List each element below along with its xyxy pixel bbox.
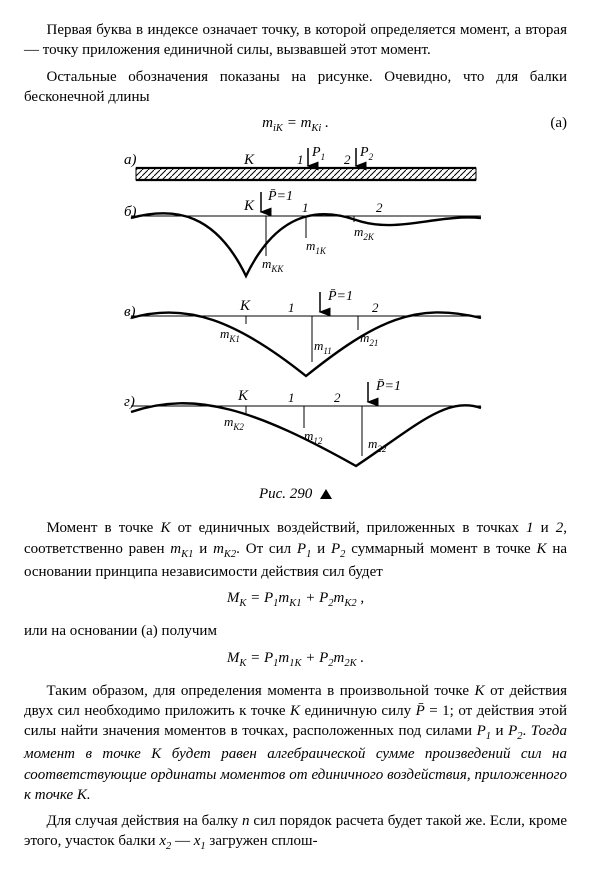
figure-290: a) K 1 2 P1 P2 б) K P̄=1 1 2 mKK m1K m2K…: [24, 146, 567, 476]
fig-v-Pbar: P̄=1: [327, 289, 353, 304]
fig-a-beam: [136, 168, 476, 180]
eq-a-sub2: Ki: [311, 123, 321, 134]
paragraph-6: Для случая действия на балку n сил поряд…: [24, 811, 567, 854]
paragraph-3: Момент в точке K от единичных воздействи…: [24, 518, 567, 582]
fig-v-curve: [131, 313, 481, 377]
equation-3: MK = P1m1K + P2m2K .: [24, 648, 567, 671]
figure-caption: Рис. 290: [24, 484, 567, 504]
fig-v-m11: m11: [314, 338, 332, 356]
fig-v-mk1: mK1: [220, 326, 240, 344]
fig-g-1: 1: [288, 390, 295, 405]
fig-g-2: 2: [334, 390, 341, 405]
fig-b-K: K: [243, 198, 255, 214]
fig-a-1: 1: [297, 152, 304, 167]
figure-caption-text: Рис. 290: [259, 486, 312, 502]
fig-a-P1: P1: [311, 146, 325, 162]
fig-g-label: г): [124, 394, 135, 410]
fig-g-Pbar: P̄=1: [375, 379, 401, 394]
fig-g-K: K: [237, 388, 249, 404]
paragraph-4: или на основании (a) получим: [24, 621, 567, 641]
triangle-icon: [320, 489, 332, 499]
fig-a-2: 2: [344, 152, 351, 167]
fig-b-2: 2: [376, 200, 383, 215]
fig-v-m21: m21: [360, 330, 378, 348]
eq-a-m1: m: [262, 115, 273, 131]
eq-a-tag: (a): [550, 113, 567, 133]
equation-2: MK = P1mK1 + P2mK2 ,: [24, 588, 567, 611]
paragraph-2: Остальные обозначения показаны на рисунк…: [24, 67, 567, 108]
fig-v-2: 2: [372, 300, 379, 315]
fig-v-K: K: [239, 298, 251, 314]
paragraph-1: Первая буква в индексе означает точку, в…: [24, 20, 567, 61]
fig-g-mk2: mK2: [224, 414, 244, 432]
fig-g-m22: m22: [368, 436, 387, 454]
fig-b-mkk: mKK: [262, 256, 284, 274]
fig-b-1: 1: [302, 200, 309, 215]
eq-a-sub1: iK: [273, 123, 283, 134]
fig-b-m1k: m1K: [306, 238, 327, 256]
fig-a-K: K: [243, 152, 255, 168]
paragraph-5: Таким образом, для определения момента в…: [24, 681, 567, 805]
eq-a-eq: =: [283, 115, 301, 131]
fig-a-label: a): [124, 152, 137, 168]
fig-a-P2: P2: [359, 146, 374, 162]
eq-a-m2: m: [301, 115, 312, 131]
fig-g-m12: m12: [304, 428, 323, 446]
fig-b-m2k: m2K: [354, 224, 375, 242]
fig-b-Pbar: P̄=1: [267, 189, 293, 204]
equation-a: miK = mKi . (a): [24, 113, 567, 136]
eq-a-dot: .: [321, 115, 329, 131]
fig-v-1: 1: [288, 300, 295, 315]
